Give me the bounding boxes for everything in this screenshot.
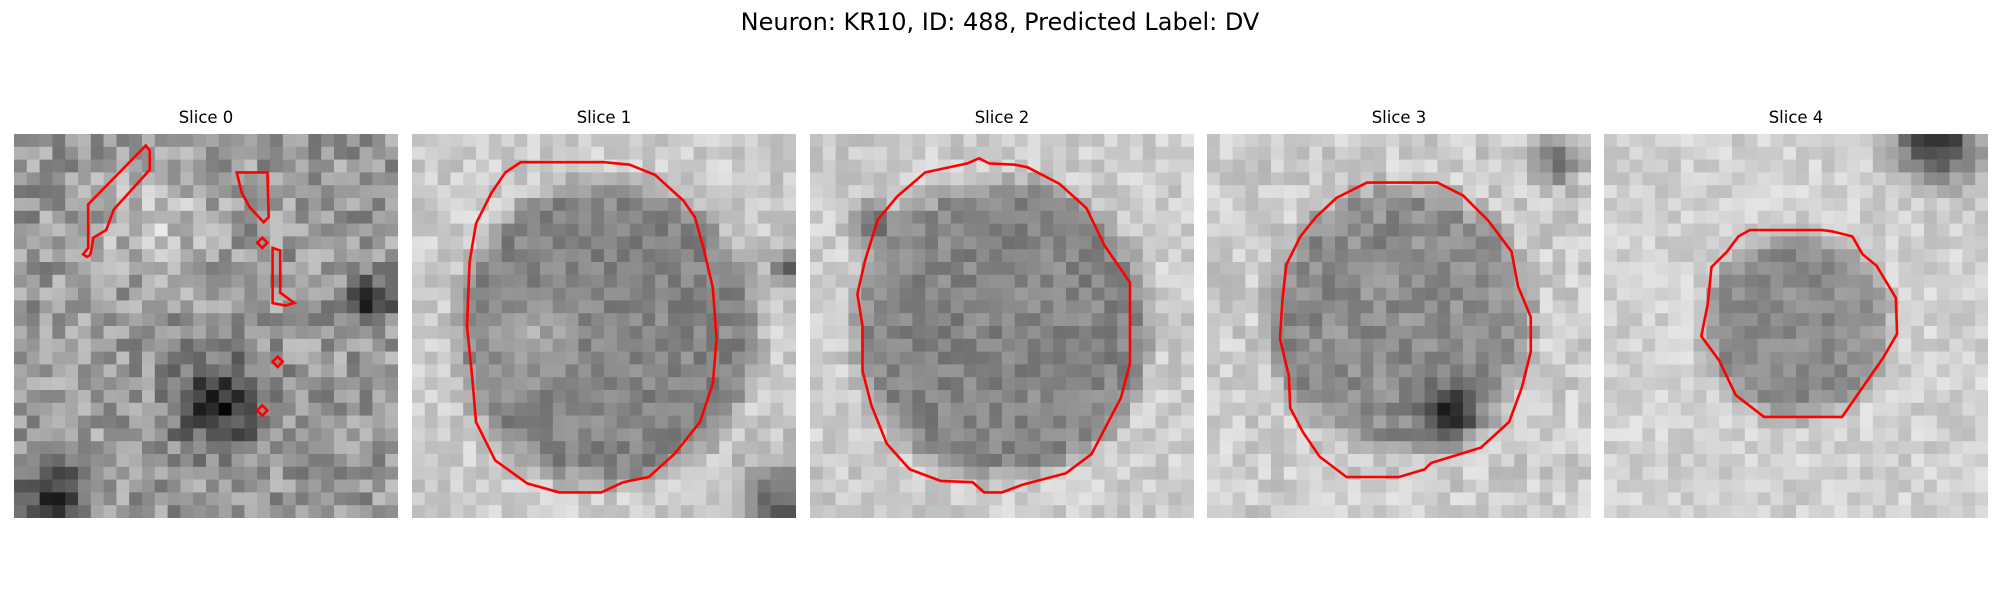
roi-contour <box>255 235 270 250</box>
roi-contour <box>235 171 271 225</box>
slice-panel-0: Slice 0 <box>14 108 398 518</box>
roi-contour <box>81 143 151 259</box>
roi-contour <box>465 160 718 494</box>
slice-title-2: Slice 2 <box>974 108 1030 127</box>
roi-contour <box>856 156 1132 494</box>
slice-image-1 <box>412 134 796 518</box>
figure-title: Neuron: KR10, ID: 488, Predicted Label: … <box>740 8 1260 36</box>
slice-image-4 <box>1604 134 1988 518</box>
slice-title-1: Slice 1 <box>576 108 632 127</box>
roi-contour <box>1278 181 1533 479</box>
roi-contour <box>271 246 298 307</box>
roi-contour <box>255 403 270 418</box>
slice-title-0: Slice 0 <box>178 108 234 127</box>
slice-panel-1: Slice 1 <box>412 108 796 518</box>
slice-title-4: Slice 4 <box>1768 108 1824 127</box>
roi-contour <box>270 354 285 369</box>
slice-image-0 <box>14 134 398 518</box>
slice-panel-3: Slice 3 <box>1207 108 1591 518</box>
slice-image-2 <box>810 134 1194 518</box>
slice-image-3 <box>1207 134 1591 518</box>
slice-panel-4: Slice 4 <box>1604 108 1988 518</box>
roi-contour <box>1699 228 1899 419</box>
slice-title-3: Slice 3 <box>1371 108 1427 127</box>
slice-panel-2: Slice 2 <box>810 108 1194 518</box>
